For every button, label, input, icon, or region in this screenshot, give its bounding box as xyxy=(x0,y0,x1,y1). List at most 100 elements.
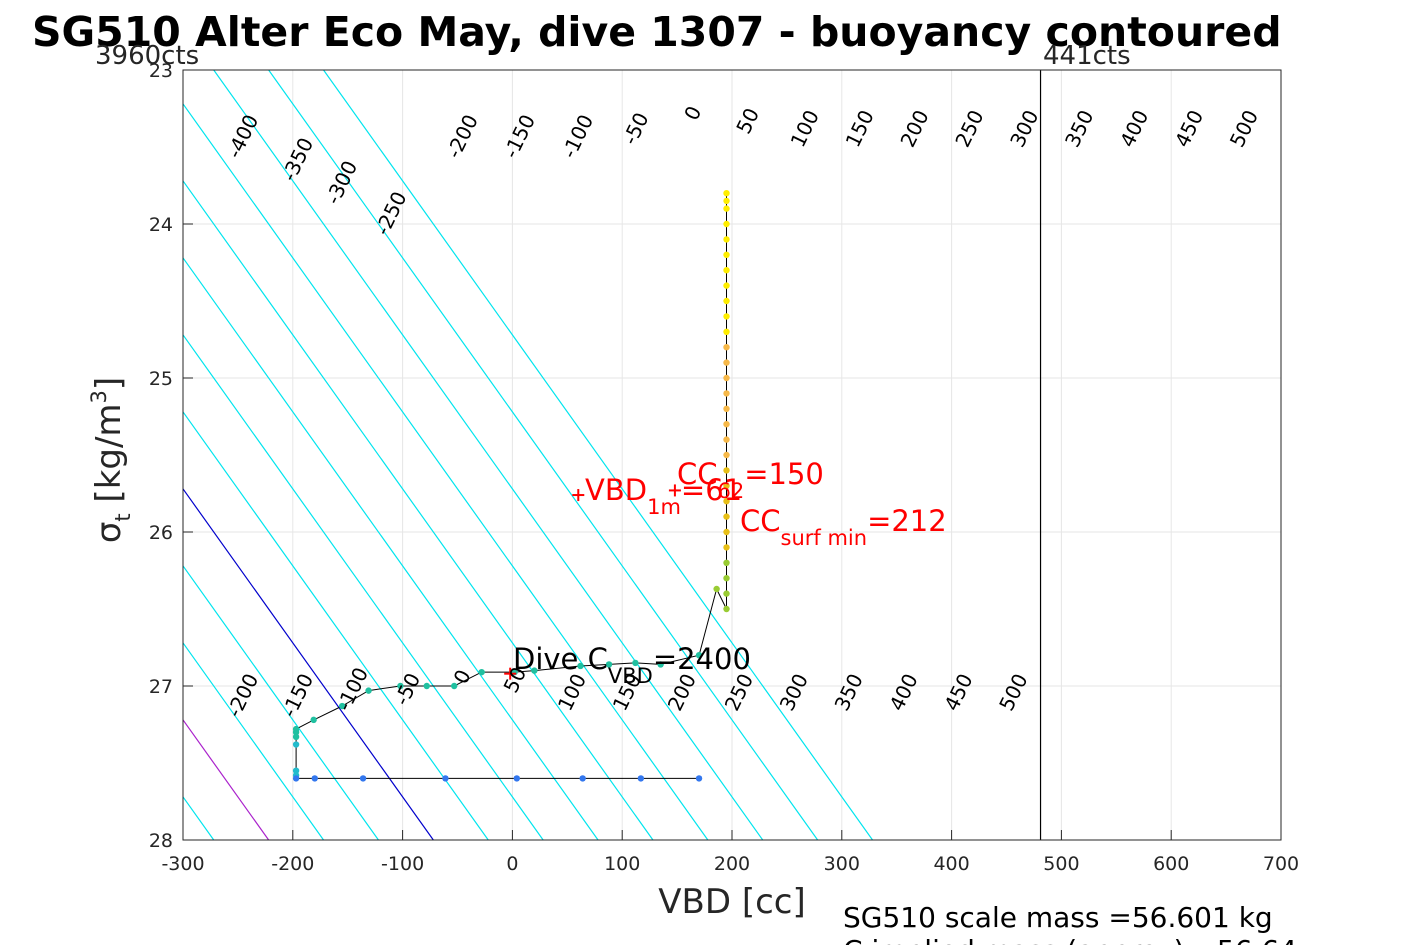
profile-point xyxy=(311,775,318,782)
profile-point xyxy=(451,682,458,690)
profile-point xyxy=(723,267,730,274)
footer-scale-mass: SG510 scale mass =56.601 kg xyxy=(843,901,1273,934)
contour-line xyxy=(323,70,874,840)
profile-point xyxy=(531,667,538,674)
dive-c-vbd-annotation: Dive CVBD=2400 xyxy=(513,642,751,688)
y-tick-label: 27 xyxy=(149,676,173,698)
profile-point xyxy=(292,767,300,774)
y-tick-label: 28 xyxy=(149,830,173,852)
contour-line xyxy=(183,102,709,840)
profile-point xyxy=(723,359,730,366)
profile-point xyxy=(397,682,404,690)
profile-point xyxy=(365,687,372,694)
profile-point xyxy=(695,652,703,659)
profile-point xyxy=(292,741,300,748)
profile-point xyxy=(579,775,586,782)
x-tick-label: 0 xyxy=(506,853,518,875)
y-axis-label: σt [kg/m3] xyxy=(87,377,135,543)
contour-line xyxy=(183,487,434,840)
profile-point xyxy=(723,328,730,335)
profile-point xyxy=(723,190,730,197)
profile-point xyxy=(723,559,730,566)
contour-line xyxy=(0,70,159,840)
profile-point xyxy=(478,668,485,676)
profile-point xyxy=(577,662,584,670)
profile-point xyxy=(723,467,730,474)
profile-point xyxy=(723,374,730,382)
y-tick-label: 26 xyxy=(149,522,173,544)
profile-point xyxy=(359,775,367,782)
profile-point xyxy=(723,344,730,351)
contour-line xyxy=(0,70,49,840)
counts-left-label: 3960cts xyxy=(95,41,199,71)
y-tick-label: 24 xyxy=(149,214,173,236)
x-tick-label: 500 xyxy=(1043,853,1079,875)
profile-point xyxy=(292,733,300,741)
chart-title: SG510 Alter Eco May, dive 1307 - buoyanc… xyxy=(32,8,1282,56)
profile-point xyxy=(292,775,300,782)
profile-point xyxy=(723,605,730,613)
profile-point xyxy=(513,775,520,782)
x-tick-label: 700 xyxy=(1263,853,1299,875)
x-tick-label: 300 xyxy=(824,853,860,875)
y-tick-label: 23 xyxy=(149,60,173,82)
x-tick-label: -200 xyxy=(271,853,314,875)
profile-point xyxy=(723,220,730,228)
profile-point xyxy=(442,775,449,782)
profile-line xyxy=(295,193,727,779)
profile-point xyxy=(723,498,730,505)
x-tick-label: 200 xyxy=(714,853,750,875)
contour-line xyxy=(183,564,379,840)
profile-point xyxy=(292,729,300,736)
profile-point xyxy=(723,205,730,212)
annotations: VBD1m=61 CC62=150 CCsurf min=212 Dive CV… xyxy=(513,457,947,688)
cc62-annotation: CC62=150 xyxy=(677,457,824,503)
dive-profile xyxy=(292,190,730,782)
x-tick-label: -100 xyxy=(381,853,424,875)
profile-point xyxy=(657,661,664,668)
profile-point xyxy=(723,236,730,243)
profile-point xyxy=(723,590,730,597)
profile-point xyxy=(723,544,730,551)
profile-point xyxy=(723,436,730,443)
contour-line xyxy=(268,70,819,840)
profile-point xyxy=(723,390,730,397)
x-tick-label: 400 xyxy=(933,853,969,875)
contour-line xyxy=(183,179,654,840)
axis-ticks: -300 -200 -100 0 100 200 300 400 500 600 700 23 24 25… xyxy=(149,60,1299,875)
profile-point xyxy=(423,682,430,690)
profile-point xyxy=(310,716,317,724)
x-tick-label: -300 xyxy=(161,853,204,875)
profile-point xyxy=(723,421,730,428)
contour-line xyxy=(183,641,325,840)
profile-point xyxy=(723,513,730,520)
profile-point xyxy=(723,575,730,582)
profile-point xyxy=(723,197,730,205)
profile-point xyxy=(723,251,730,258)
y-tick-label: 25 xyxy=(149,368,173,390)
profile-point xyxy=(723,528,730,536)
buoyancy-contours xyxy=(0,70,874,840)
counts-right-label: 441cts xyxy=(1043,41,1131,71)
contour-line xyxy=(183,410,489,840)
profile-point xyxy=(339,702,346,710)
profile-point xyxy=(637,775,645,782)
contour-line xyxy=(213,70,764,840)
profile-point xyxy=(723,451,730,459)
profile-point xyxy=(723,313,730,320)
cc-surf-min-annotation: CCsurf min=212 xyxy=(740,504,947,550)
footer-implied-mass: C implied mass (approx) =56.64 xyxy=(843,934,1297,945)
profile-point xyxy=(723,297,730,305)
profile-point xyxy=(723,482,730,489)
profile-point xyxy=(632,659,639,667)
profile-point xyxy=(695,775,703,782)
profile-point xyxy=(713,585,720,593)
vbd-1m-annotation: VBD1m=61 xyxy=(585,473,742,519)
x-tick-label: 100 xyxy=(604,853,640,875)
x-axis-label: VBD [cc] xyxy=(658,882,806,922)
profile-point xyxy=(605,661,613,668)
contour-line xyxy=(183,256,599,840)
profile-point xyxy=(723,282,730,289)
profile-point xyxy=(723,405,730,412)
